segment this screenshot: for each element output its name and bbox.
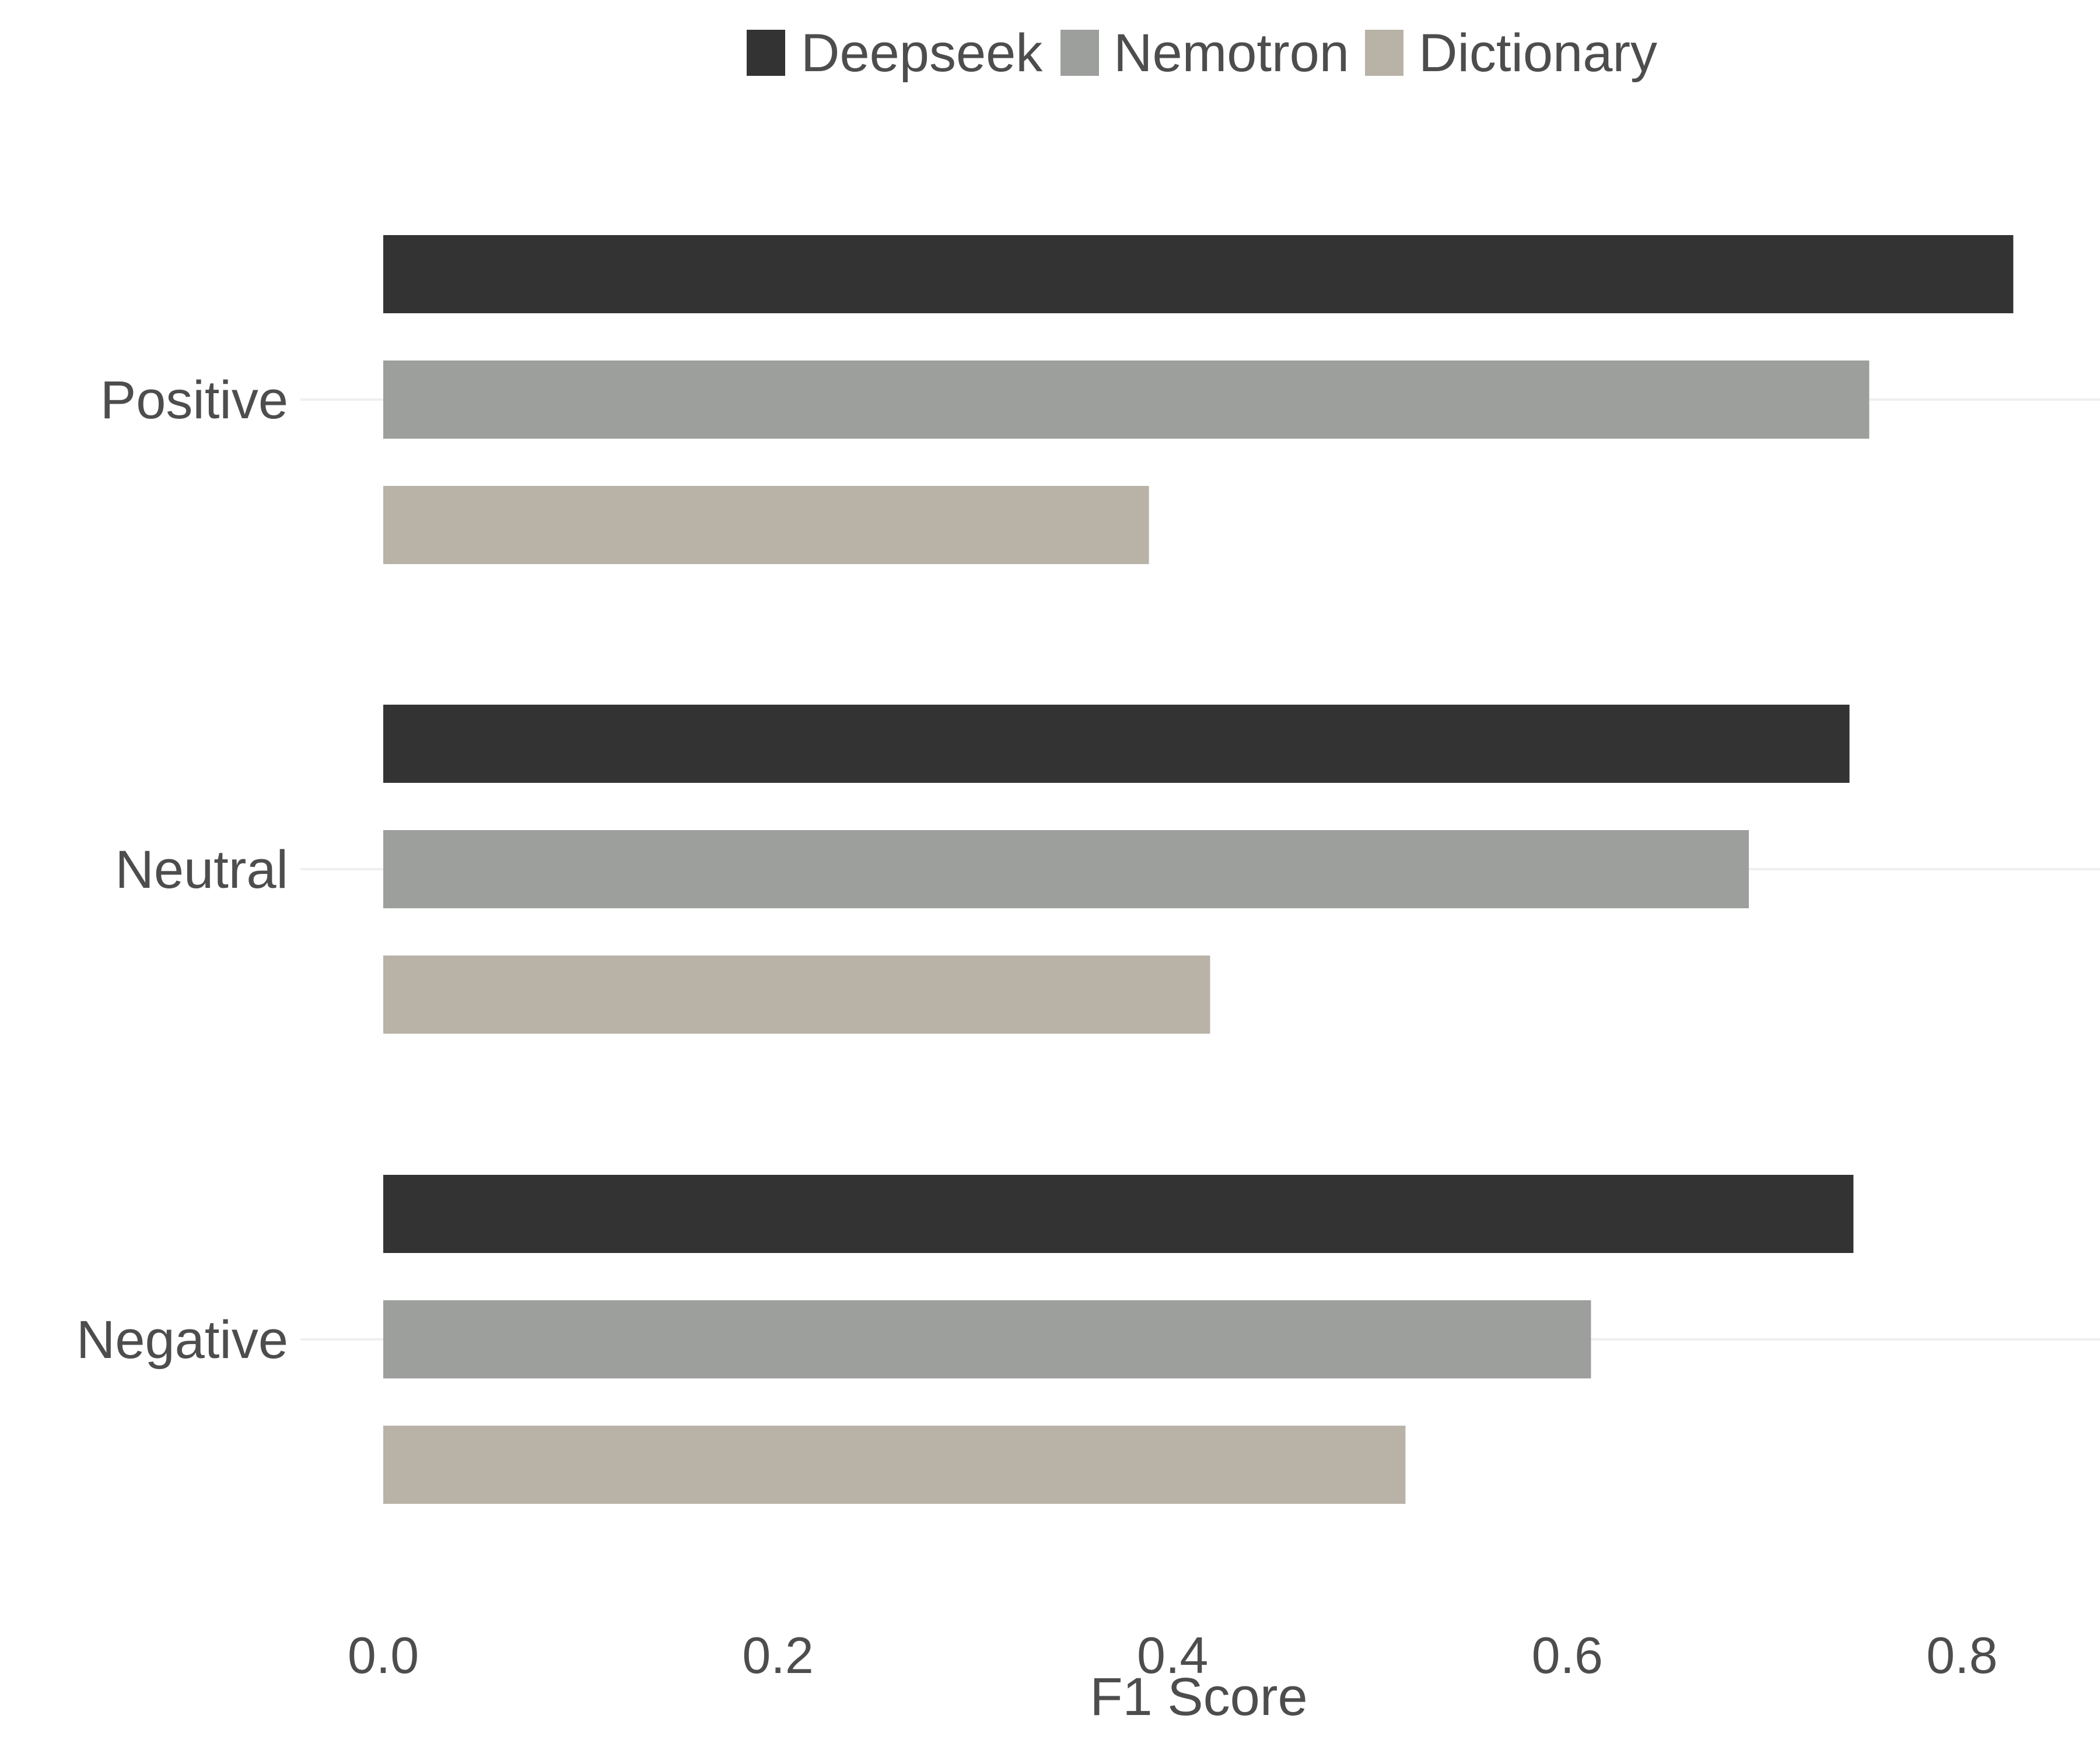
bar-positive-dictionary [383, 486, 1149, 564]
x-tick-label: 0.0 [348, 1626, 419, 1684]
bar-negative-deepseek [383, 1175, 1854, 1253]
x-tick-label: 0.4 [1137, 1626, 1208, 1684]
legend-label-nemotron: Nemotron [1114, 23, 1349, 83]
bar-positive-nemotron [383, 360, 1870, 439]
legend-label-dictionary: Dictionary [1419, 23, 1657, 83]
category-label-neutral: Neutral [115, 840, 288, 900]
legend-swatch-deepseek [747, 30, 785, 76]
legend-swatch-dictionary [1365, 30, 1404, 76]
x-axis-title: F1 Score [1090, 1667, 1307, 1727]
bar-positive-deepseek [383, 235, 2014, 313]
category-labels: Positive Neutral Negative [76, 370, 288, 1370]
x-tick-label: 0.8 [1926, 1626, 1997, 1684]
bar-neutral-nemotron [383, 830, 1749, 908]
x-axis-ticks: 0.0 0.2 0.4 0.6 0.8 [348, 1626, 1998, 1684]
x-tick-label: 0.2 [742, 1626, 813, 1684]
category-label-negative: Negative [76, 1310, 288, 1370]
bar-negative-nemotron [383, 1300, 1591, 1378]
legend-label-deepseek: Deepseek [801, 23, 1043, 83]
legend-swatch-nemotron [1060, 30, 1099, 76]
legend: Deepseek Nemotron Dictionary [747, 23, 1657, 83]
x-tick-label: 0.6 [1532, 1626, 1603, 1684]
bar-neutral-dictionary [383, 956, 1210, 1034]
category-label-positive: Positive [100, 370, 288, 430]
bar-negative-dictionary [383, 1426, 1406, 1504]
bar-neutral-deepseek [383, 705, 1850, 783]
bars [383, 235, 2014, 1504]
